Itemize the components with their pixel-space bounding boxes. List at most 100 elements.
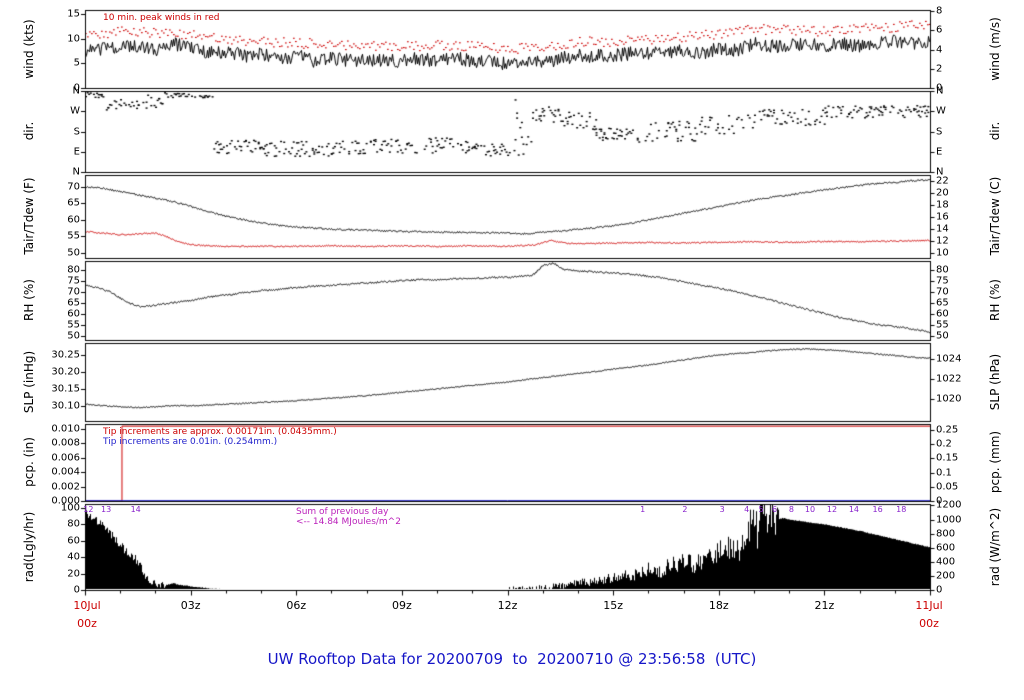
y-tick-label-right: 1200 bbox=[936, 499, 962, 511]
y-axis-label-slp-right: SLP (hPa) bbox=[988, 353, 1002, 411]
rad-hour-mark: 6 bbox=[771, 505, 778, 514]
start-time-line: 00z bbox=[77, 616, 97, 630]
y-axis-label-slp-left: SLP (inHg) bbox=[22, 350, 36, 414]
y-tick-label-right: 0 bbox=[936, 584, 943, 596]
y-tick-label-left: 20 bbox=[67, 568, 80, 580]
y-tick-label-right: 0 bbox=[936, 495, 943, 507]
y-tick-label-left: 50 bbox=[67, 330, 80, 342]
end-time-line: 00z bbox=[919, 616, 939, 630]
y-axis-label-dir-right: dir. bbox=[988, 121, 1002, 141]
y-tick-label-left: 15 bbox=[67, 8, 80, 20]
y-tick-label-left: 0.006 bbox=[51, 452, 80, 464]
y-tick-label-left: 65 bbox=[67, 297, 80, 309]
y-tick-label-right: 10 bbox=[936, 247, 949, 259]
y-tick-label-left: 80 bbox=[67, 518, 80, 530]
y-tick-label-left: 30.25 bbox=[51, 349, 80, 361]
y-tick-label-left: 50 bbox=[67, 247, 80, 259]
y-tick-label-left: 30.20 bbox=[51, 366, 80, 378]
y-tick-label-right: N bbox=[936, 166, 944, 178]
y-tick-label-right: 80 bbox=[936, 264, 949, 276]
y-axis-label-rad-left: rad(Lgly/hr) bbox=[22, 511, 36, 583]
rad-hour-mark: 10 bbox=[804, 505, 816, 514]
y-tick-label-right: 1000 bbox=[936, 514, 962, 526]
x-axis-tick-label: 06z bbox=[286, 599, 307, 612]
y-tick-label-left: 100 bbox=[60, 502, 80, 514]
y-tick-label-right: 65 bbox=[936, 297, 949, 309]
y-tick-label-left: 75 bbox=[67, 275, 80, 287]
wind-peak-annotation: 10 min. peak winds in red bbox=[103, 13, 220, 23]
y-tick-label-right: 6 bbox=[936, 24, 943, 36]
y-tick-label-right: 12 bbox=[936, 235, 949, 247]
y-tick-label-left: 55 bbox=[67, 319, 80, 331]
y-tick-label-right: E bbox=[936, 146, 943, 158]
y-tick-label-right: 55 bbox=[936, 319, 949, 331]
y-tick-label-left: 0.002 bbox=[51, 481, 80, 493]
rad-hour-mark: 16 bbox=[872, 505, 883, 514]
y-tick-label-left: 70 bbox=[67, 181, 80, 193]
y-tick-label-right: N bbox=[936, 85, 944, 97]
x-axis-end-date: 11Jul 00z bbox=[915, 597, 942, 632]
x-axis-tick-label: 18z bbox=[708, 599, 729, 612]
rad-hour-mark: 12 bbox=[83, 505, 94, 514]
y-tick-label-left: 0 bbox=[73, 82, 80, 94]
y-tick-label-right: 20 bbox=[936, 187, 949, 199]
y-tick-label-right: 0.1 bbox=[936, 467, 952, 479]
y-tick-label-right: 400 bbox=[936, 556, 956, 568]
y-tick-label-right: W bbox=[936, 105, 946, 117]
y-tick-label-right: 60 bbox=[936, 308, 949, 320]
rad-hour-mark: 2 bbox=[682, 505, 688, 514]
y-tick-label-left: 70 bbox=[67, 286, 80, 298]
y-tick-label-left: 5 bbox=[73, 57, 80, 69]
y-tick-label-right: 75 bbox=[936, 275, 949, 287]
rad-hour-mark: 12 bbox=[826, 505, 838, 514]
y-tick-label-left: E bbox=[73, 146, 80, 158]
y-tick-label-right: 14 bbox=[936, 223, 949, 235]
y-tick-label-left: 40 bbox=[67, 551, 80, 563]
y-tick-label-right: 0.15 bbox=[936, 452, 959, 464]
y-tick-label-left: 80 bbox=[67, 264, 80, 276]
y-tick-label-right: S bbox=[936, 126, 943, 137]
y-tick-label-right: 0.25 bbox=[936, 424, 959, 436]
rad-hour-mark: 3 bbox=[719, 505, 725, 514]
y-tick-label-right: 70 bbox=[936, 286, 949, 298]
x-axis-tick-label: 03z bbox=[180, 599, 201, 612]
start-date-line: 10Jul bbox=[73, 599, 101, 612]
y-tick-label-left: W bbox=[70, 105, 80, 117]
y-tick-label-right: 50 bbox=[936, 330, 949, 342]
y-tick-label-left: 65 bbox=[67, 197, 80, 209]
end-date-line: 11Jul bbox=[915, 599, 943, 612]
y-tick-label-right: 2 bbox=[936, 63, 943, 75]
y-tick-label-left: 60 bbox=[67, 308, 80, 320]
y-tick-label-left: N bbox=[72, 85, 80, 97]
y-axis-label-rad-right: rad (W/m^2) bbox=[988, 507, 1002, 587]
y-tick-label-left: 10 bbox=[67, 33, 80, 45]
y-tick-label-left: 0.010 bbox=[51, 423, 80, 435]
y-tick-label-right: 4 bbox=[936, 44, 943, 56]
x-axis-tick-label: 15z bbox=[603, 599, 624, 612]
y-tick-label-left: 30.10 bbox=[51, 400, 80, 412]
rad-hour-mark: 5 bbox=[758, 505, 764, 514]
pcp-red-tip-annotation: Tip increments are approx. 0.00171in. (0… bbox=[103, 427, 337, 437]
y-tick-label-left: 0.004 bbox=[51, 466, 80, 478]
rad-sum-label: Sum of previous day bbox=[296, 507, 389, 517]
y-tick-label-right: 1024 bbox=[936, 353, 962, 365]
x-axis-tick-label: 12z bbox=[497, 599, 518, 612]
y-tick-label-right: 0.2 bbox=[936, 438, 952, 450]
y-tick-label-right: 1020 bbox=[936, 393, 962, 405]
y-axis-label-tair-right: Tair/Tdew (C) bbox=[988, 176, 1002, 256]
y-tick-label-left: 60 bbox=[67, 214, 80, 226]
y-axis-label-rh-left: RH (%) bbox=[22, 279, 36, 321]
chart-title: UW Rooftop Data for 20200709 to 20200710… bbox=[267, 650, 757, 668]
y-tick-label-left: N bbox=[72, 166, 80, 178]
rad-hour-mark: 8 bbox=[788, 505, 794, 514]
y-tick-label-right: 16 bbox=[936, 211, 949, 223]
y-axis-label-pcp-left: pcp. (in) bbox=[22, 437, 36, 487]
rad-hour-mark: 13 bbox=[101, 505, 112, 514]
rad-hour-mark: 14 bbox=[848, 505, 860, 514]
y-tick-label-right: 200 bbox=[936, 570, 956, 582]
y-axis-label-tair-left: Tair/Tdew (F) bbox=[22, 177, 36, 255]
y-tick-label-left: 0.008 bbox=[51, 437, 80, 449]
y-tick-label-left: S bbox=[73, 126, 80, 137]
rad-hour-mark: 18 bbox=[896, 505, 907, 514]
